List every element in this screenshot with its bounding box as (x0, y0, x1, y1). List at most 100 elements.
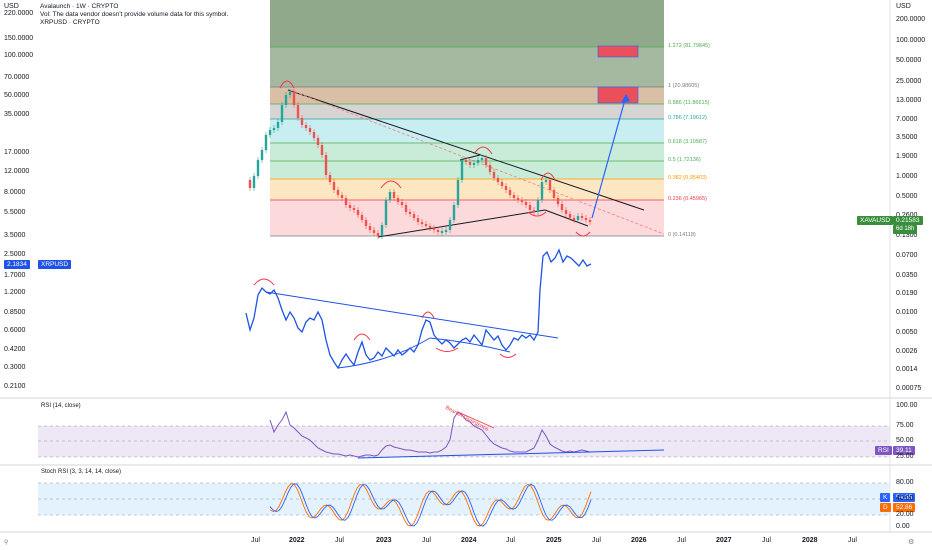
rsi-value-badge: 39.11 (893, 446, 915, 455)
candle-body (324, 155, 328, 175)
candle-body (572, 218, 576, 220)
fib-top-band (270, 0, 664, 47)
candle-body (516, 198, 520, 200)
candle-body (344, 198, 348, 205)
time-axis-tick: 2024 (461, 537, 477, 544)
candle-body (320, 145, 324, 155)
candle-body (328, 175, 332, 182)
left-axis-tick: 8.0000 (4, 189, 26, 196)
xrp-lower-curve (337, 337, 511, 369)
candle-body (316, 138, 320, 145)
left-axis-tick: 3.5000 (4, 232, 26, 239)
left-axis-unit: USD (4, 3, 19, 10)
candle-body (396, 198, 400, 202)
fib-level-label: 0 (0.14118) (668, 232, 696, 238)
left-axis-tick: 1.7000 (4, 272, 26, 279)
candle-body (332, 182, 336, 190)
rsi-axis-tick: 50.00 (896, 437, 914, 444)
right-axis-tick: 50.0000 (896, 57, 922, 64)
left-axis-tick: 0.2100 (4, 383, 26, 390)
candle-body (544, 180, 548, 182)
xrp-top-curve-mark (253, 278, 275, 286)
candle-body (576, 216, 580, 220)
candle-body (496, 178, 500, 182)
candle-body (336, 190, 340, 195)
fib-level-label: 0.5 (1.72136) (668, 157, 701, 163)
candle-body (448, 220, 452, 230)
rsi-support-line (357, 449, 665, 459)
right-axis-tick: 0.0014 (896, 366, 918, 373)
time-axis-tick: Jul (677, 537, 686, 544)
lower-trendline (377, 209, 546, 238)
timezone-icon[interactable]: ⚲ (4, 540, 9, 546)
candle-body (312, 132, 316, 138)
candle-body (568, 214, 572, 218)
time-axis-tick: Jul (422, 537, 431, 544)
time-axis-tick: 2027 (716, 537, 732, 544)
candle-body (492, 172, 496, 178)
candle-body (392, 192, 396, 198)
candle-body (260, 150, 264, 160)
candle-body (296, 105, 300, 118)
candle-body (428, 226, 432, 228)
candle-body (504, 186, 508, 190)
candle-body (284, 95, 288, 105)
bottom-curve-mark (527, 211, 547, 217)
fibonacci-retracement (270, 0, 664, 237)
candle-body (384, 200, 388, 225)
fib-band (270, 200, 664, 236)
candle-body (348, 205, 352, 208)
right-axis-tick: 0.0050 (896, 329, 918, 336)
candle-body (468, 162, 472, 165)
time-axis-tick: Jul (762, 537, 771, 544)
candle-body (480, 158, 484, 160)
rsi-panel-title[interactable]: RSI (14, close) (41, 403, 81, 409)
stoch-panel-title[interactable]: Stoch RSI (3, 3, 14, 14, close) (41, 469, 122, 475)
candle-body (520, 200, 524, 202)
right-axis-tick: 0.2600 (896, 212, 917, 220)
candle-body (444, 230, 448, 232)
stoch-d-line (269, 483, 592, 527)
overlay-symbol[interactable]: XRPUSD · CRYPTO (40, 19, 100, 26)
lower-trendline-2 (544, 209, 589, 227)
time-axis-tick: 2026 (631, 537, 647, 544)
xrpusd-price-badge: 2.1834 (4, 260, 30, 269)
candle-body (484, 158, 488, 165)
rsi-divergence-line (457, 411, 495, 429)
right-axis-tick: 0.0190 (896, 290, 918, 297)
time-axis-tick: Jul (848, 537, 857, 544)
fib-level-label: 0.236 (0.45965) (668, 196, 707, 202)
top-curve-mark (279, 80, 295, 89)
candle-body (528, 205, 532, 210)
xavausd-countdown-badge: 6d 18h (893, 225, 918, 234)
bottom-curve-mark (575, 231, 591, 237)
candle-body (552, 190, 556, 198)
candle-body (272, 128, 276, 130)
right-axis-tick: 0.0100 (896, 309, 918, 316)
candle-body (276, 122, 280, 128)
candle-body (524, 202, 528, 205)
candle-body (488, 165, 492, 172)
candle-body (560, 204, 564, 210)
candle-body (304, 125, 308, 128)
candle-body (436, 230, 440, 232)
candle-body (340, 195, 344, 198)
chart-header: Avalaunch · 1W · CRYPTO Vol: The data ve… (40, 3, 228, 27)
candle-body (508, 190, 512, 195)
top-curve-mark (540, 172, 556, 181)
time-axis-tick: Jul (251, 537, 260, 544)
stoch-axis-tick: 40.00 (896, 495, 914, 502)
right-axis-tick: 3.5000 (896, 134, 918, 141)
symbol-title[interactable]: Avalaunch · 1W · CRYPTO (40, 3, 119, 10)
candle-body (424, 224, 428, 226)
settings-icon[interactable]: ⚙ (908, 539, 915, 546)
rsi-axis-tick: 25.00 (896, 453, 914, 460)
candle-body (420, 222, 424, 224)
right-axis-tick: 7.0000 (896, 116, 918, 123)
candle-body (456, 180, 460, 205)
xrp-bottom-curve-mark (435, 347, 459, 352)
xrpusd-price-line (245, 248, 592, 370)
fib-band (270, 143, 664, 161)
fib-band (270, 104, 664, 119)
